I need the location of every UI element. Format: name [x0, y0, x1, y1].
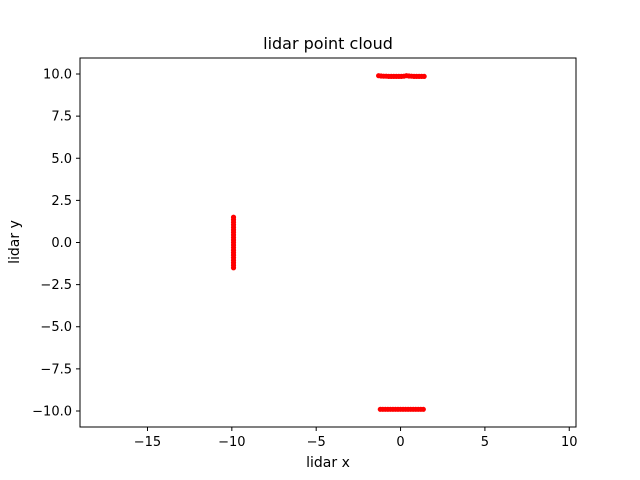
y-tick-label: 5.0 [51, 152, 72, 167]
plot-area [230, 73, 427, 412]
data-point [230, 265, 237, 271]
y-tick-label: −2.5 [40, 278, 72, 293]
y-tick-label: 2.5 [51, 194, 72, 209]
y-tick-label: −7.5 [40, 362, 72, 377]
y-tick-label: 7.5 [51, 110, 72, 125]
y-axis-ticks: 10.0 7.5 5.0 2.5 0.0 −2.5 −5.0 −7.5 −10.0 [32, 68, 80, 419]
x-axis-label: lidar x [306, 455, 350, 471]
y-tick-label: 0.0 [51, 236, 72, 251]
x-tick-label: 10 [561, 435, 578, 450]
chart-title: lidar point cloud [263, 34, 393, 53]
y-axis-label: lidar y [7, 220, 23, 264]
x-tick-label: −15 [134, 435, 161, 450]
x-axis-ticks: −15 −10 −5 0 5 10 [134, 427, 578, 450]
x-tick-label: −10 [218, 435, 245, 450]
data-point [420, 406, 426, 412]
y-tick-label: −5.0 [40, 320, 72, 335]
data-point [421, 73, 427, 79]
x-tick-label: −5 [307, 435, 326, 450]
y-tick-label: −10.0 [32, 404, 72, 419]
x-tick-label: 0 [396, 435, 404, 450]
x-tick-label: 5 [481, 435, 489, 450]
y-tick-label: 10.0 [43, 68, 72, 83]
